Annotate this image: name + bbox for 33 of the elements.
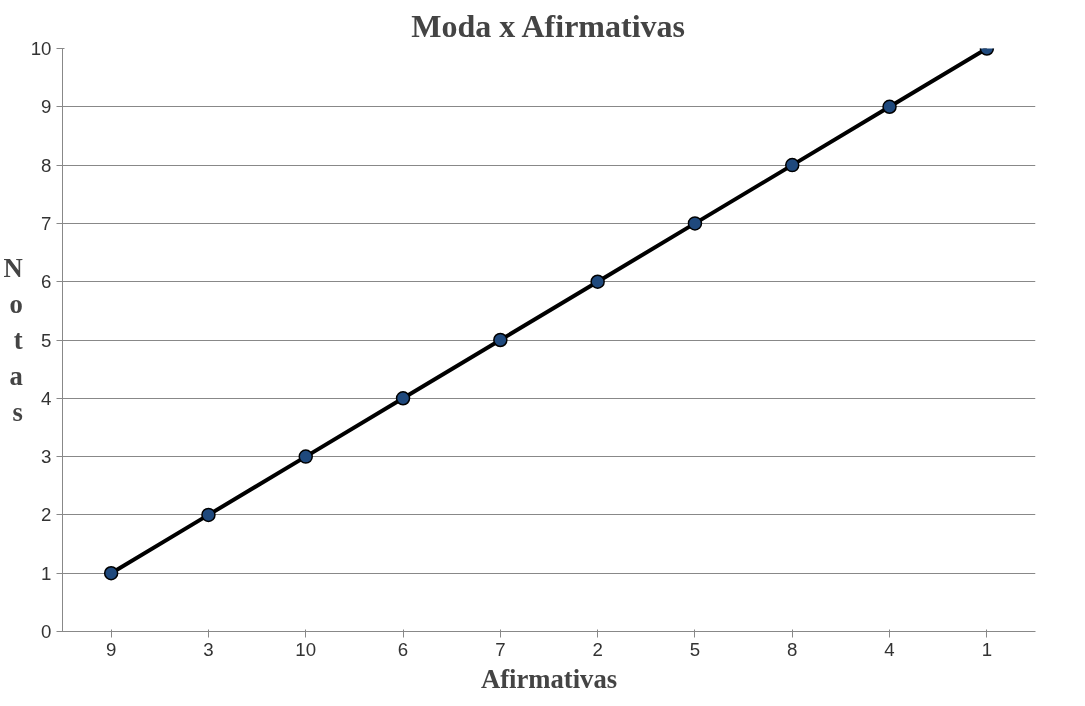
y-tick-label: 9 xyxy=(41,96,52,118)
x-tick-label: 10 xyxy=(295,638,317,660)
y-tick-label: 8 xyxy=(41,154,52,176)
x-tick-label: 3 xyxy=(203,638,214,660)
y-tick-label: 0 xyxy=(41,621,52,642)
point xyxy=(395,391,411,406)
y-tick-label: 10 xyxy=(30,38,52,59)
x-tick-label: 9 xyxy=(105,638,117,660)
x-tick-label: 7 xyxy=(495,638,506,660)
y-tick-label: 7 xyxy=(41,212,52,234)
point xyxy=(590,274,605,289)
y-tick-label: 4 xyxy=(41,387,52,409)
x-tick-label: 5 xyxy=(689,638,701,660)
y-tick-label: 1 xyxy=(41,562,52,584)
x-tick-label: 1 xyxy=(981,638,993,660)
point xyxy=(103,565,119,581)
x-tick-label: 6 xyxy=(397,638,409,660)
point xyxy=(298,449,313,464)
x-tick-label: 8 xyxy=(787,638,798,660)
point xyxy=(882,99,897,115)
y-tick-label: 2 xyxy=(41,504,52,526)
chart-title: Moda x Afirmativas xyxy=(411,7,685,44)
point xyxy=(785,157,800,173)
x-tick-label: 2 xyxy=(592,638,603,660)
y-axis-title: Notas xyxy=(3,253,23,427)
x-axis-title: Afirmativas xyxy=(480,663,618,694)
y-tick-label: 5 xyxy=(41,329,52,351)
x-tick-label: 4 xyxy=(884,638,895,660)
y-tick-label: 6 xyxy=(41,271,52,293)
y-tick-label: 3 xyxy=(41,446,52,468)
point xyxy=(687,216,703,231)
point xyxy=(493,332,508,348)
point xyxy=(201,507,216,523)
